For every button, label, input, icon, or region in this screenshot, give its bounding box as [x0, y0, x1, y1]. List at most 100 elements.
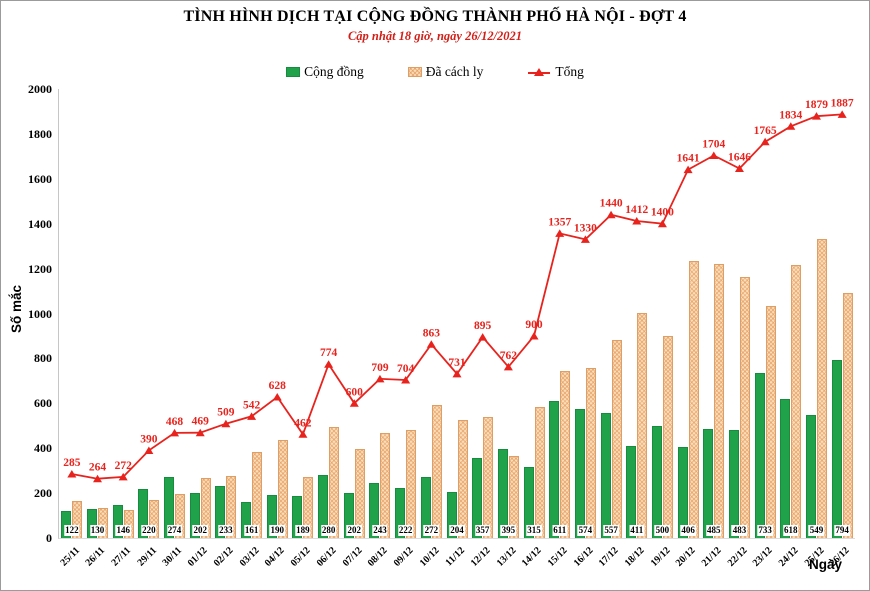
- line-value-label: 1330: [574, 222, 597, 234]
- bar-value-label: 611: [552, 525, 568, 536]
- bar-da-cach-ly: [277, 439, 288, 538]
- line-value-label: 704: [397, 363, 415, 375]
- line-marker-triangle: [632, 217, 642, 225]
- legend-label-tong: Tổng: [555, 64, 584, 79]
- line-marker-triangle: [247, 412, 257, 420]
- line-marker-triangle: [555, 229, 565, 237]
- line-value-label: 468: [166, 416, 184, 428]
- line-value-label: 462: [294, 417, 312, 429]
- bar-value-label: 733: [757, 525, 773, 536]
- line-marker-triangle: [324, 360, 334, 368]
- bar-value-label: 411: [629, 525, 645, 536]
- x-tick-label: 02/12: [211, 545, 236, 569]
- bar-da-cach-ly: [123, 509, 134, 538]
- x-tick-label: 14/12: [519, 545, 544, 569]
- line-value-label: 1412: [625, 204, 648, 216]
- line-value-label: 709: [371, 362, 389, 374]
- line-marker-triangle: [529, 331, 539, 340]
- y-tick-label: 200: [34, 486, 52, 501]
- bar-da-cach-ly: [842, 292, 853, 538]
- bar-cong-dong: [112, 505, 123, 538]
- line-value-label: 1765: [754, 125, 777, 137]
- line-marker-triangle: [375, 374, 385, 383]
- bar-da-cach-ly: [380, 433, 391, 538]
- line-marker-triangle: [195, 428, 205, 437]
- bar-value-label: 202: [346, 525, 363, 536]
- bar-da-cach-ly: [585, 368, 596, 538]
- line-marker-triangle: [298, 430, 308, 438]
- x-tick-label: 18/12: [622, 545, 647, 569]
- bar-cong-dong: [292, 495, 303, 538]
- line-marker-triangle: [760, 137, 770, 146]
- bar-value-label: 202: [192, 525, 208, 536]
- bar-value-label: 357: [474, 525, 491, 536]
- bar-value-label: 557: [603, 525, 619, 536]
- bar-value-label: 220: [141, 525, 157, 536]
- bar-cong-dong: [600, 412, 611, 538]
- line-marker-triangle: [144, 446, 154, 454]
- bar-da-cach-ly: [149, 499, 160, 538]
- line-marker-triangle: [118, 472, 128, 481]
- bar-value-label: 233: [218, 525, 234, 536]
- line-marker-triangle: [221, 419, 231, 428]
- bar-da-cach-ly: [662, 335, 673, 538]
- bar-value-label: 500: [654, 525, 671, 536]
- line-marker-triangle: [452, 369, 462, 378]
- bar-value-label: 243: [372, 525, 388, 536]
- x-tick-label: 20/12: [673, 545, 698, 569]
- x-tick-label: 22/12: [725, 545, 750, 569]
- x-tick-label: 24/12: [776, 545, 801, 569]
- bar-value-label: 618: [783, 525, 799, 536]
- x-tick-label: 19/12: [648, 545, 673, 569]
- bar-value-label: 189: [295, 525, 311, 536]
- bar-value-label: 204: [449, 525, 465, 536]
- x-tick-label: 30/11: [160, 545, 185, 569]
- line-value-label: 774: [320, 347, 338, 359]
- bar-value-label: 406: [680, 525, 696, 536]
- bar-da-cach-ly: [534, 406, 545, 538]
- bar-value-label: 272: [423, 525, 440, 536]
- bar-da-cach-ly: [816, 239, 827, 538]
- y-tick-label: 1600: [28, 171, 52, 186]
- line-marker-triangle: [170, 428, 180, 437]
- line-value-label: 1357: [548, 216, 571, 228]
- line-marker-triangle: [478, 333, 488, 341]
- y-tick-label: 1200: [28, 261, 52, 276]
- bar-cong-dong: [703, 429, 714, 538]
- line-marker-triangle: [683, 165, 693, 174]
- y-tick-label: 2000: [28, 82, 52, 96]
- bar-cong-dong: [805, 414, 816, 538]
- line-value-label: 1834: [779, 109, 802, 121]
- bar-da-cach-ly: [329, 427, 340, 538]
- x-tick-label: 12/12: [468, 545, 493, 569]
- bar-value-label: 315: [526, 525, 542, 536]
- x-tick-label: 25/11: [58, 545, 82, 569]
- bar-da-cach-ly: [431, 405, 442, 538]
- line-value-label: 285: [63, 457, 81, 469]
- x-tick-label: 15/12: [545, 545, 570, 569]
- x-tick-label: 05/12: [288, 545, 313, 569]
- bar-da-cach-ly: [72, 501, 83, 538]
- bar-value-label: 574: [577, 525, 594, 536]
- bar-value-label: 190: [269, 525, 285, 536]
- x-tick-label: 11/12: [443, 545, 467, 569]
- bar-cong-dong: [343, 492, 354, 538]
- bar-da-cach-ly: [560, 370, 571, 538]
- x-tick-label: 06/12: [314, 545, 339, 569]
- line-value-label: 1879: [805, 99, 828, 111]
- bar-cong-dong: [395, 488, 406, 538]
- x-tick-label: 27/11: [109, 545, 133, 569]
- bar-cong-dong: [266, 495, 277, 538]
- y-tick-label: 0: [46, 531, 52, 545]
- x-tick-label: 29/11: [135, 545, 159, 569]
- line-value-label: 272: [115, 460, 132, 472]
- chart-title: TÌNH HÌNH DỊCH TẠI CỘNG ĐỒNG THÀNH PHỐ H…: [183, 8, 687, 25]
- bar-cong-dong: [189, 492, 200, 538]
- legend-label-da-cach-ly: Đã cách ly: [425, 64, 484, 79]
- line-marker-triangle: [786, 122, 796, 130]
- line-marker-triangle: [349, 399, 359, 407]
- bar-value-label: 161: [243, 525, 260, 536]
- bar-da-cach-ly: [611, 339, 622, 538]
- bar-value-label: 122: [64, 525, 80, 536]
